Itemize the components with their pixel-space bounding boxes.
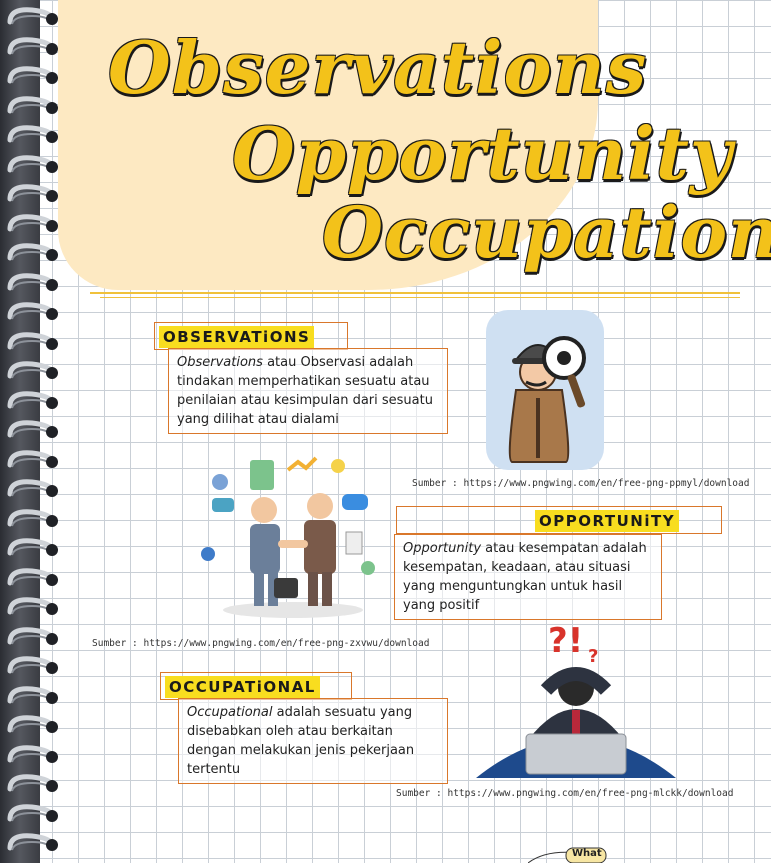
spiral-ring [7, 626, 58, 645]
spiral-ring [7, 184, 58, 202]
spiral-ring [7, 479, 58, 497]
title-divider [90, 292, 740, 294]
opportunity-label-text: OPPORTUNiTY [535, 510, 680, 532]
occupational-text: adalah sesuatu yang disebabkan oleh atau… [187, 705, 415, 777]
title-background [58, 0, 598, 290]
spiral-ring [7, 66, 58, 84]
what-bubble-text: What [572, 848, 602, 859]
spiral-ring [7, 803, 58, 822]
occupational-definition: Occupational adalah sesuatu yang disebab… [178, 698, 448, 784]
spiral-ring [7, 331, 58, 350]
stressed-worker-illustration: ?! ? [476, 621, 676, 778]
spiral-ring [7, 7, 58, 25]
detective-illustration [486, 310, 604, 470]
observations-text: atau Observasi adalah tindakan memperhat… [177, 355, 433, 427]
spiral-ring [7, 685, 58, 704]
opportunity-definition: Opportunity atau kesempatan adalah kesem… [394, 534, 662, 620]
spiral-ring [7, 538, 58, 556]
title-occupational: Occupational [322, 191, 771, 274]
occupational-source: Sumber : https://www.pngwing.com/en/free… [396, 788, 734, 799]
opportunity-label: OPPORTUNiTY [396, 506, 722, 534]
title-divider-thin [100, 297, 740, 298]
spiral-ring [7, 774, 58, 792]
spiral-ring [7, 302, 58, 320]
spiral-ring [7, 744, 58, 763]
occupational-term: Occupational [187, 705, 273, 720]
opportunity-source: Sumber : https://www.pngwing.com/en/free… [92, 638, 430, 649]
spiral-ring [7, 597, 58, 615]
spiral-ring [7, 95, 58, 114]
observations-definition: Observations atau Observasi adalah tinda… [168, 348, 448, 434]
spiral-ring [7, 36, 58, 55]
spiral-ring [7, 154, 58, 173]
occupational-label: OCCUPATiONAL [160, 672, 352, 700]
svg-text:?: ? [588, 646, 598, 667]
what-speech-bubble [528, 847, 607, 863]
spiral-ring [7, 567, 58, 586]
spiral-ring [7, 272, 58, 291]
occupational-label-text: OCCUPATiONAL [165, 676, 320, 698]
spiral-ring [7, 390, 58, 409]
title-opportunity: Opportunity [232, 111, 733, 196]
opportunity-term: Opportunity [403, 541, 482, 556]
observations-source: Sumber : https://www.pngwing.com/en/free… [412, 478, 750, 489]
observations-term: Observations [177, 355, 263, 370]
business-handshake-illustration [201, 456, 375, 618]
spiral-ring [7, 449, 58, 468]
svg-text:?!: ?! [548, 621, 583, 661]
title-observations: Observations [108, 25, 648, 110]
observations-label-text: OBSERVATiONS [159, 326, 315, 348]
spiral-ring [7, 125, 58, 143]
spiral-ring [7, 361, 58, 379]
opportunity-text: atau kesempatan adalah kesempatan, keada… [403, 541, 647, 613]
observations-label: OBSERVATiONS [154, 322, 348, 350]
spiral-ring [7, 508, 58, 527]
spiral-ring [7, 243, 58, 261]
spiral-ring [7, 213, 58, 232]
spiral-ring [7, 420, 58, 438]
spiral-ring [7, 656, 58, 674]
spiral-ring [7, 715, 58, 733]
spiral-ring [7, 833, 58, 851]
